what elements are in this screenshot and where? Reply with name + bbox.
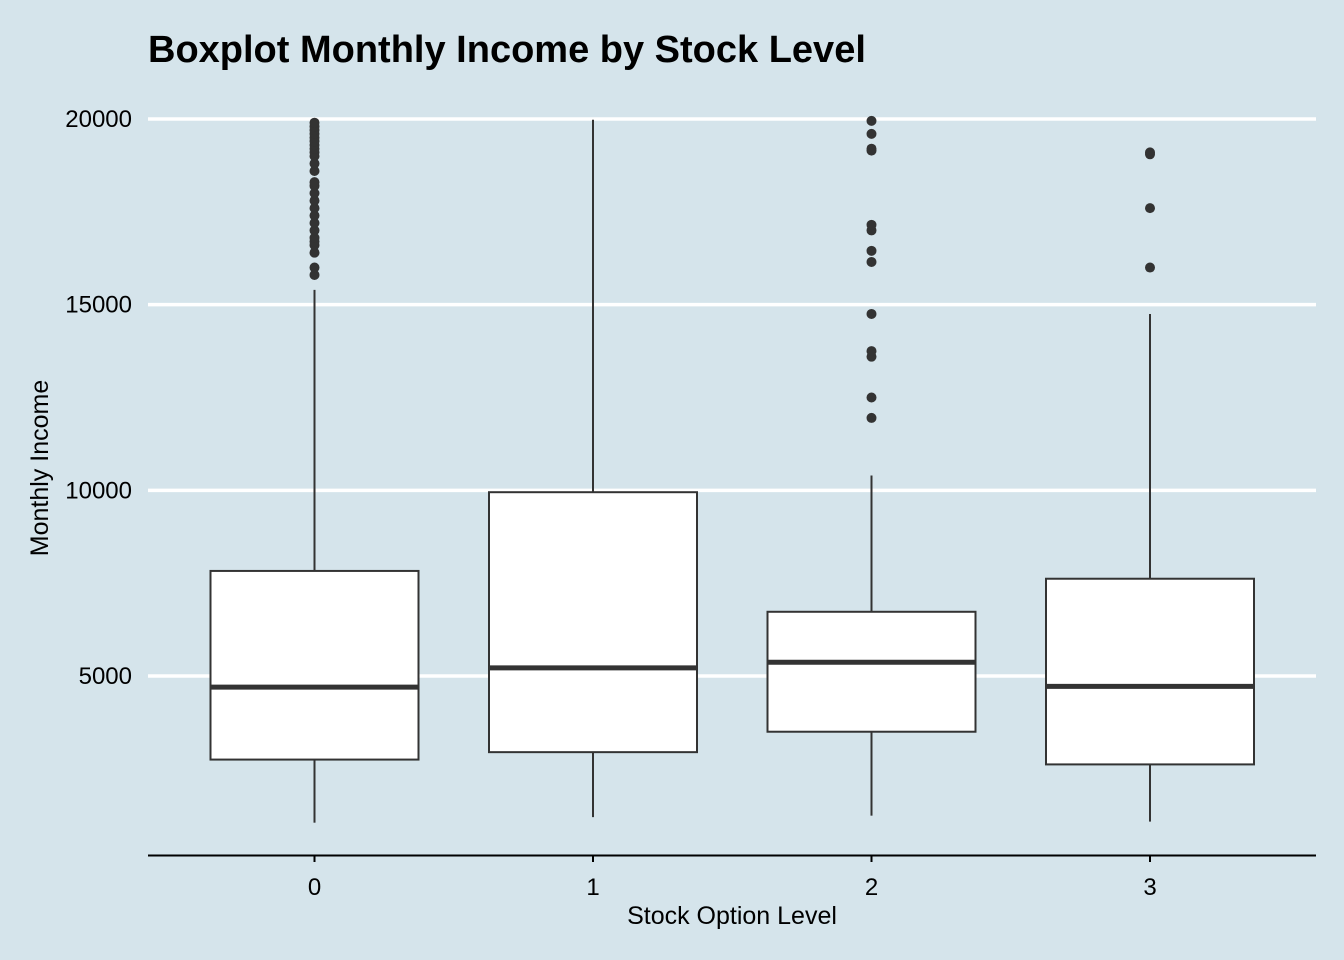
x-axis-title: Stock Option Level [627,902,837,930]
outlier-point [866,256,877,267]
outlier-point [309,247,320,258]
outlier-point [866,346,877,357]
x-axis: 0 1 2 3 [148,854,1316,901]
outlier-point [309,188,320,199]
y-tick-label-5000: 5000 [79,663,132,690]
outlier-point [866,143,877,154]
outlier-point [309,117,320,128]
y-axis-title: Monthly Income [26,380,54,556]
outlier-point [309,225,320,236]
outlier-point [309,177,320,188]
outlier-point [309,158,320,169]
outlier-point [866,115,877,126]
boxes [209,115,1255,823]
outlier-point [309,210,320,221]
outlier-point [1145,262,1155,273]
box-iqr [1045,577,1255,766]
box-group-2 [766,115,977,816]
outlier-point [309,165,320,176]
outlier-point [309,232,320,243]
outlier-point [309,217,320,228]
outlier-point [866,245,877,256]
x-tick-label-0: 0 [308,874,321,901]
y-axis-labels: 5000 10000 15000 20000 [65,106,132,690]
box-group-0 [209,117,420,823]
outlier-point [1145,203,1155,214]
outlier-point [1145,147,1155,158]
outlier-point [309,262,320,273]
outlier-point [866,128,877,139]
y-tick-label-10000: 10000 [65,477,132,504]
box-iqr [766,610,977,733]
box-iqr [209,569,420,761]
outlier-point [309,195,320,206]
outlier-point [866,219,877,230]
outlier-point [309,203,320,214]
y-tick-label-15000: 15000 [65,292,132,319]
x-tick-label-1: 1 [586,874,599,901]
outlier-point [866,308,877,319]
chart-title: Boxplot Monthly Income by Stock Level [148,29,866,71]
box-group-1 [488,119,698,818]
box-group-3 [1045,147,1255,822]
x-tick-label-3: 3 [1143,874,1156,901]
outlier-point [866,412,877,423]
x-tick-label-2: 2 [865,874,878,901]
box-iqr [488,491,698,754]
outlier-point [309,269,320,280]
outlier-point [866,392,877,403]
y-tick-label-20000: 20000 [65,106,132,133]
